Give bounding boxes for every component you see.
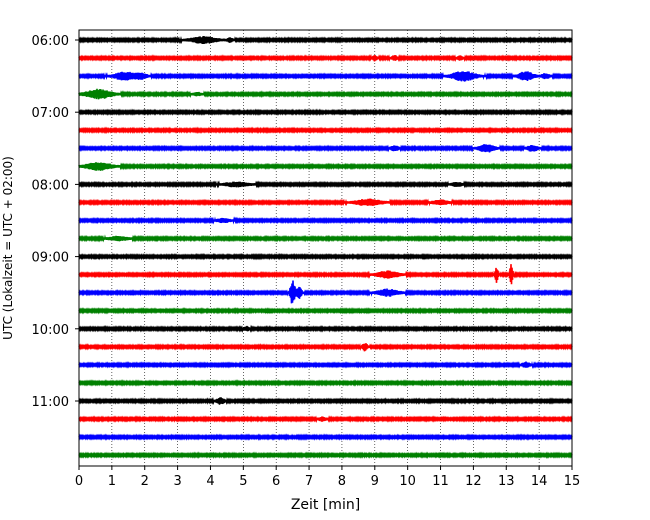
trace-row-1030 [78,361,573,370]
x-tick-label-9: 9 [371,474,379,489]
trace-row-1015 [78,342,573,352]
trace-row-0900 [78,252,573,261]
trace-row-1100 [78,396,573,406]
y-tick-label-1100: 11:00 [32,395,69,410]
trace-row-0630 [78,71,573,82]
x-axis-label: Zeit [min] [291,497,360,513]
y-tick-label-0600: 06:00 [32,34,69,49]
trace-row-1045 [78,379,573,387]
trace-row-0800 [78,180,573,189]
x-tick-label-2: 2 [141,474,149,489]
y-tick-label-0800: 08:00 [32,178,69,193]
trace-row-0730 [78,144,573,153]
trace-row-0715 [78,126,573,135]
trace-row-0845 [78,234,573,243]
trace-row-0645 [78,88,573,100]
x-tick-label-6: 6 [272,474,280,489]
trace-row-0945 [78,306,573,315]
trace-row-0930 [78,280,573,304]
x-tick-label-1: 1 [108,474,116,489]
x-axis-ticks: 0 1 2 3 4 5 6 7 8 9 10 11 12 13 14 15 [75,466,580,489]
trace-row-0915 [78,264,573,285]
trace-row-0830 [78,216,573,225]
x-tick-label-7: 7 [305,474,313,489]
x-tick-label-0: 0 [75,474,83,489]
x-tick-label-11: 11 [432,474,449,489]
y-tick-label-0700: 07:00 [32,106,69,121]
y-axis-label: UTC (Lokalzeit = UTC + 02:00) [1,156,15,340]
y-tick-label-1000: 10:00 [32,323,69,338]
x-tick-label-8: 8 [338,474,346,489]
trace-row-0615 [78,53,573,63]
trace-row-0815 [78,198,573,207]
seismic-traces [78,35,573,460]
plot-frame [78,29,573,467]
x-tick-label-13: 13 [498,474,515,489]
trace-row-1000 [78,324,573,333]
grid-lines [111,30,540,466]
trace-row-0600 [78,35,573,45]
x-tick-label-14: 14 [531,474,548,489]
trace-row-1130 [78,433,573,442]
x-tick-label-3: 3 [173,474,181,489]
y-tick-label-0900: 09:00 [32,251,69,266]
trace-row-0700 [78,108,573,117]
x-tick-label-15: 15 [564,474,581,489]
trace-row-0745 [78,162,573,171]
x-tick-label-12: 12 [465,474,482,489]
x-tick-label-10: 10 [399,474,416,489]
y-axis-ticks: 06:00 07:00 08:00 09:00 10:00 11:00 [32,34,79,410]
trace-row-1115 [78,415,573,424]
trace-row-1145 [78,451,573,460]
x-tick-label-4: 4 [206,474,214,489]
x-tick-label-5: 5 [239,474,247,489]
